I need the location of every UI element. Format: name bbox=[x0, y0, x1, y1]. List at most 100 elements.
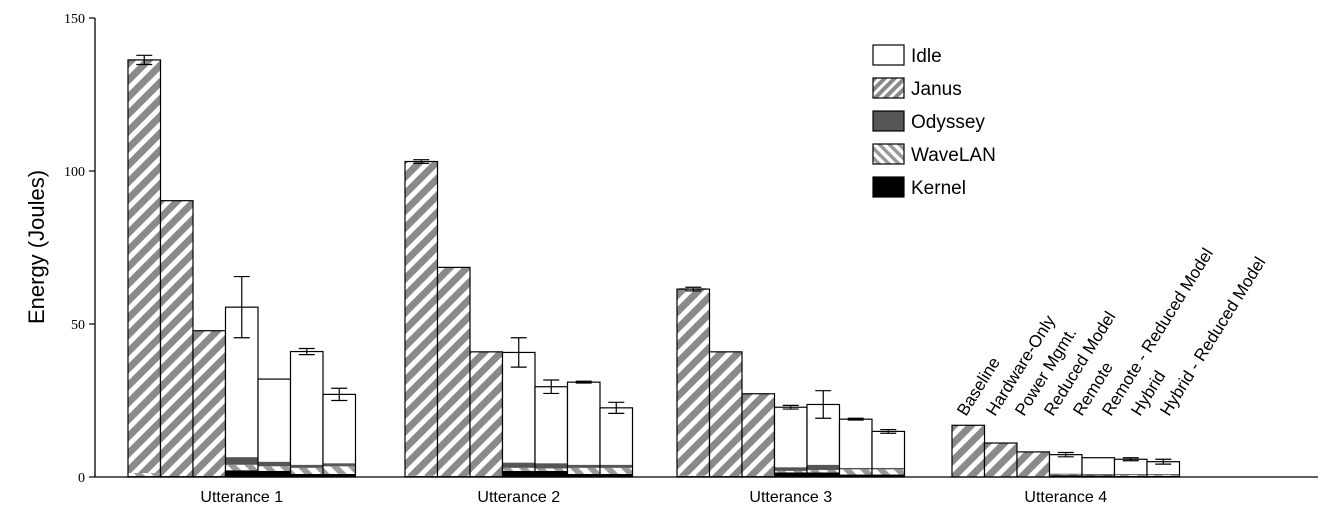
bar-segment-wavelan-u3-4 bbox=[774, 470, 807, 473]
bars-layer bbox=[127, 59, 1181, 478]
bar-segment-wavelan-u1-5 bbox=[258, 466, 291, 471]
error-bar-u3-1 bbox=[685, 286, 702, 292]
bar-segment-odyssey-u4-7 bbox=[1147, 473, 1180, 475]
bar-segment-wavelan-u2-7 bbox=[600, 467, 633, 474]
bar-segment-wavelan-u4-7 bbox=[1147, 474, 1180, 476]
legend-label-kernel: Kernel bbox=[911, 178, 966, 199]
bar-segment-kernel-u2-6 bbox=[567, 473, 600, 477]
bar-segment-idle-u3-6 bbox=[839, 419, 872, 468]
bar-segment-idle-u3-4 bbox=[774, 407, 807, 468]
y-tick-label-0: 0 bbox=[78, 471, 85, 486]
error-bar-u3-6 bbox=[847, 417, 864, 421]
bar-segment-odyssey-u1-5 bbox=[258, 461, 291, 467]
error-bar-u2-1 bbox=[413, 159, 430, 164]
bar-segment-wavelan-u2-4 bbox=[502, 467, 535, 471]
bar-segment-janus-u2-3 bbox=[470, 351, 503, 477]
legend: Idle Janus Odyssey WaveLAN Kernel bbox=[872, 44, 996, 199]
error-bar-u1-7 bbox=[331, 387, 348, 402]
bar-segment-idle-u4-7 bbox=[1147, 461, 1180, 474]
bar-segment-janus-u4-3 bbox=[1017, 451, 1050, 477]
bar-segment-idle-u2-5 bbox=[535, 386, 568, 464]
legend-label-odyssey: Odyssey bbox=[911, 112, 985, 133]
legend-swatch-wavelan bbox=[872, 143, 905, 165]
bar-segment-idle-u1-7 bbox=[323, 394, 356, 464]
y-ticks: 0 50 100 150 bbox=[64, 12, 95, 486]
legend-swatch-odyssey bbox=[872, 110, 905, 132]
legend-label-janus: Janus bbox=[911, 79, 962, 100]
bar-segment-odyssey-u1-6 bbox=[290, 464, 323, 468]
bar-segment-janus-u1-2 bbox=[160, 200, 193, 477]
bar-segment-odyssey-u1-7 bbox=[323, 463, 356, 467]
bar-segment-odyssey-u2-7 bbox=[600, 464, 633, 468]
y-tick-label-100: 100 bbox=[64, 165, 85, 180]
y-tick-label-150: 150 bbox=[64, 12, 85, 27]
config-label-hybrid-reduced-model: Hybrid - Reduced Model bbox=[1156, 254, 1269, 420]
bar-segment-kernel-u3-5 bbox=[807, 472, 840, 477]
category-label-utterance-1: Utterance 1 bbox=[200, 489, 283, 506]
bar-segment-wavelan-u3-1 bbox=[677, 475, 710, 477]
bar-segment-janus-u3-2 bbox=[709, 351, 742, 477]
bar-segment-odyssey-u3-5 bbox=[807, 464, 840, 470]
bar-segment-odyssey-u1-4 bbox=[225, 457, 258, 465]
bar-segment-wavelan-u2-6 bbox=[567, 467, 600, 474]
error-bar-u1-1 bbox=[136, 54, 153, 66]
bar-segment-odyssey-u2-5 bbox=[535, 463, 568, 469]
error-bar-u1-6 bbox=[298, 347, 315, 356]
error-bar-u2-5 bbox=[543, 379, 560, 395]
error-bar-u1-4 bbox=[233, 275, 250, 339]
error-bars-layer bbox=[136, 54, 1172, 465]
bar-segment-wavelan-u1-1 bbox=[128, 473, 161, 477]
y-tick-label-50: 50 bbox=[71, 318, 85, 333]
bar-segment-idle-u2-4 bbox=[502, 352, 535, 463]
bar-segment-wavelan-u3-7 bbox=[872, 469, 905, 475]
legend-label-idle: Idle bbox=[911, 46, 942, 67]
bar-segment-janus-u3-3 bbox=[742, 393, 775, 477]
bar-segment-odyssey-u3-6 bbox=[839, 467, 872, 470]
bar-segment-kernel-u3-6 bbox=[839, 474, 872, 477]
bar-segment-odyssey-u3-7 bbox=[872, 467, 905, 470]
bar-segment-kernel-u1-7 bbox=[323, 473, 356, 477]
error-bar-u2-7 bbox=[608, 401, 625, 414]
bar-segment-wavelan-u1-6 bbox=[290, 467, 323, 474]
error-bar-u4-6 bbox=[1122, 457, 1139, 462]
bar-segment-odyssey-u3-4 bbox=[774, 467, 807, 471]
legend-label-wavelan: WaveLAN bbox=[911, 145, 996, 166]
bar-segment-kernel-u1-6 bbox=[290, 473, 323, 477]
bar-segment-kernel-u2-5 bbox=[535, 470, 568, 477]
legend-swatch-idle bbox=[872, 44, 905, 66]
bar-segment-kernel-u4-5 bbox=[1082, 475, 1115, 477]
bar-segment-kernel-u1-4 bbox=[225, 470, 258, 477]
bar-segment-odyssey-u4-6 bbox=[1114, 473, 1147, 475]
bar-segment-wavelan-u1-4 bbox=[225, 464, 258, 471]
bar-segment-kernel-u4-4 bbox=[1049, 475, 1082, 477]
bar-segment-wavelan-u4-6 bbox=[1114, 474, 1147, 476]
category-label-utterance-3: Utterance 3 bbox=[749, 489, 832, 506]
bar-segment-kernel-u2-7 bbox=[600, 473, 633, 477]
category-label-utterance-2: Utterance 2 bbox=[477, 489, 560, 506]
bar-segment-idle-u2-6 bbox=[567, 382, 600, 465]
error-bar-u2-4 bbox=[510, 337, 527, 368]
bar-segment-wavelan-u4-1 bbox=[952, 476, 985, 477]
bar-segment-idle-u2-7 bbox=[600, 407, 633, 465]
legend-swatch-kernel bbox=[872, 176, 905, 198]
bar-segment-wavelan-u2-5 bbox=[535, 468, 568, 471]
bar-segment-odyssey-u2-4 bbox=[502, 462, 535, 468]
bar-segment-janus-u2-2 bbox=[437, 267, 470, 477]
bar-segment-idle-u4-6 bbox=[1114, 459, 1147, 474]
category-labels: Utterance 1 Utterance 2 Utterance 3 Utteran… bbox=[200, 489, 1107, 506]
bar-segment-janus-u4-1 bbox=[952, 425, 985, 477]
bar-segment-janus-u2-1 bbox=[405, 161, 438, 476]
bar-segment-idle-u4-4 bbox=[1049, 454, 1082, 474]
bar-segment-odyssey-u4-5 bbox=[1082, 473, 1115, 475]
bar-segment-odyssey-u2-6 bbox=[567, 464, 600, 468]
bar-segment-janus-u1-3 bbox=[193, 330, 226, 477]
error-bar-u2-6 bbox=[575, 380, 592, 384]
bar-segment-idle-u4-5 bbox=[1082, 457, 1115, 474]
bar-segment-wavelan-u3-6 bbox=[839, 469, 872, 475]
bar-segment-janus-u4-2 bbox=[984, 443, 1017, 477]
bar-segment-kernel-u3-4 bbox=[774, 472, 807, 477]
bar-segment-wavelan-u4-4 bbox=[1049, 474, 1082, 476]
bar-segment-idle-u1-6 bbox=[290, 351, 323, 465]
bar-segment-janus-u3-1 bbox=[677, 288, 710, 476]
